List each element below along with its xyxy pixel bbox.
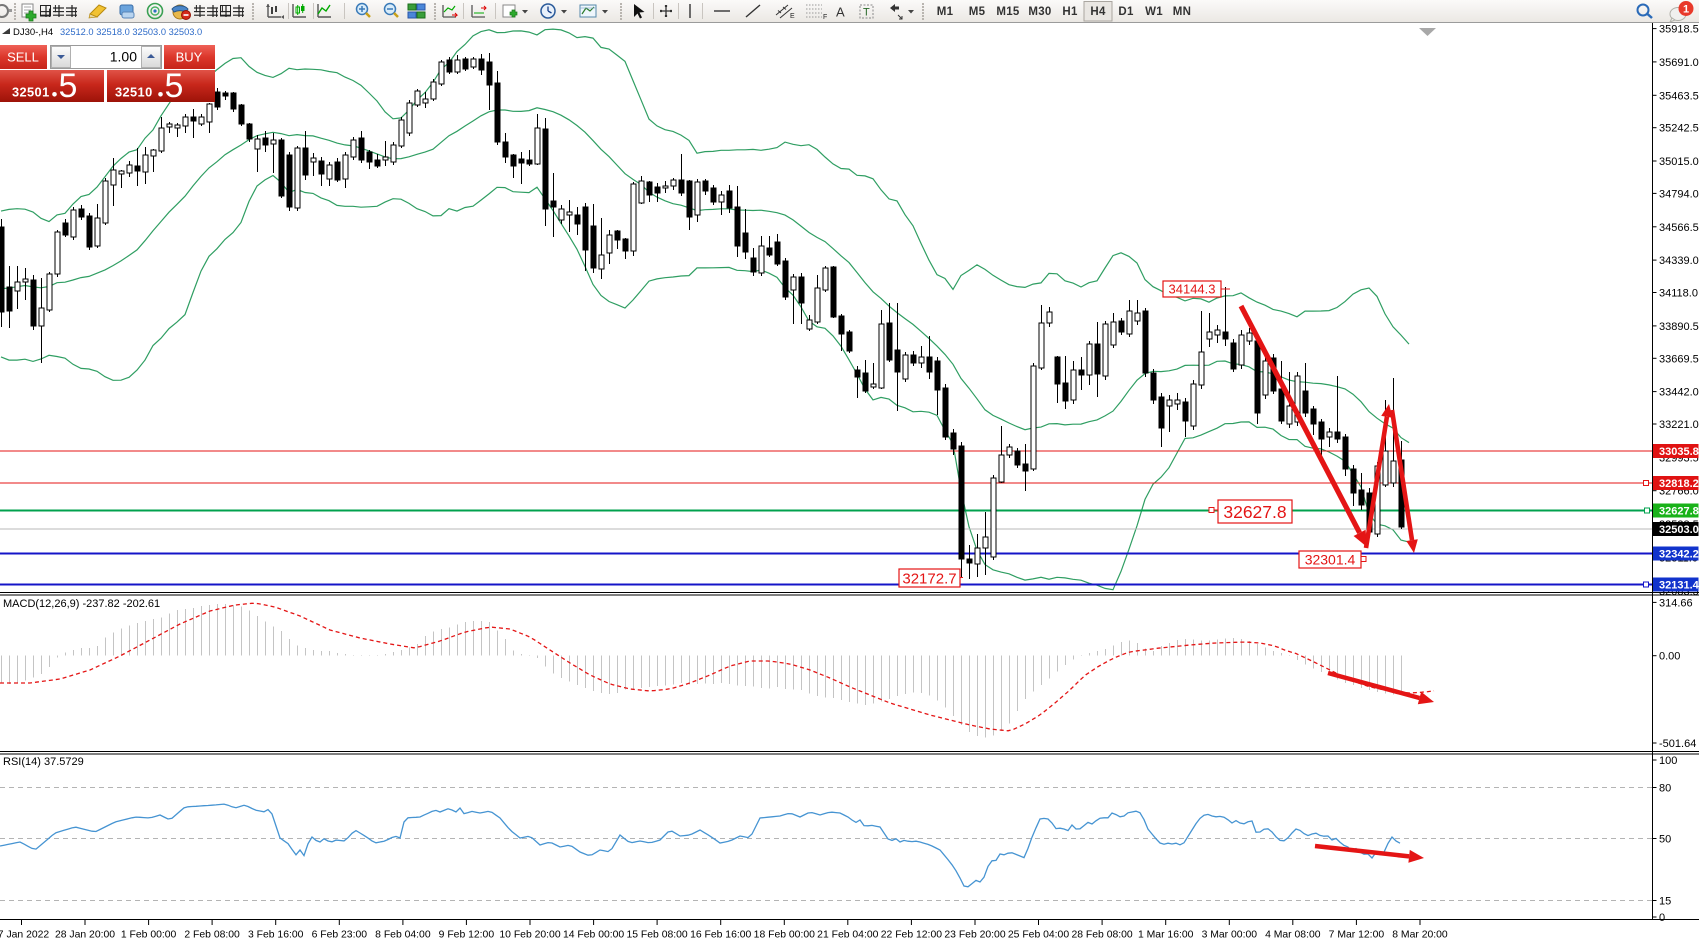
svg-text:34144.3: 34144.3 xyxy=(1169,282,1216,297)
svg-text:3 Feb 16:00: 3 Feb 16:00 xyxy=(248,930,304,941)
svg-text:32131.4: 32131.4 xyxy=(1659,580,1699,592)
svg-text:3 Mar 00:00: 3 Mar 00:00 xyxy=(1202,930,1258,941)
svg-text:2 Feb 08:00: 2 Feb 08:00 xyxy=(184,930,240,941)
svg-text:10 Feb 20:00: 10 Feb 20:00 xyxy=(499,930,560,941)
svg-text:33669.5: 33669.5 xyxy=(1659,353,1699,365)
svg-text:32301.4: 32301.4 xyxy=(1305,552,1356,568)
svg-text:35242.5: 35242.5 xyxy=(1659,123,1699,135)
svg-text:28 Jan 20:00: 28 Jan 20:00 xyxy=(55,930,115,941)
svg-text:W1: W1 xyxy=(1145,6,1163,18)
svg-text:32627.8: 32627.8 xyxy=(1659,506,1699,518)
svg-text:32512.0 32518.0 32503.0 32503.: 32512.0 32518.0 32503.0 32503.0 xyxy=(60,27,202,37)
svg-text:1 Feb 00:00: 1 Feb 00:00 xyxy=(121,930,177,941)
svg-text:0.00: 0.00 xyxy=(1659,651,1680,663)
svg-text:32501: 32501 xyxy=(12,85,50,100)
svg-text:1: 1 xyxy=(1683,4,1689,16)
svg-text:16 Feb 16:00: 16 Feb 16:00 xyxy=(690,930,751,941)
svg-text:34566.5: 34566.5 xyxy=(1659,222,1699,234)
svg-text:35918.5: 35918.5 xyxy=(1659,24,1699,36)
svg-text:80: 80 xyxy=(1659,783,1671,795)
svg-text:50: 50 xyxy=(1659,834,1671,846)
svg-text:T: T xyxy=(863,7,870,19)
svg-text:5: 5 xyxy=(165,67,184,105)
svg-text:32172.7: 32172.7 xyxy=(902,570,956,587)
svg-text:1.00: 1.00 xyxy=(110,49,137,65)
svg-text:21 Feb 04:00: 21 Feb 04:00 xyxy=(817,930,878,941)
svg-text:H4: H4 xyxy=(1090,6,1106,18)
svg-text:14 Feb 00:00: 14 Feb 00:00 xyxy=(563,930,624,941)
svg-text:5: 5 xyxy=(59,67,78,105)
svg-text:23 Feb 20:00: 23 Feb 20:00 xyxy=(944,930,1005,941)
svg-text:35691.0: 35691.0 xyxy=(1659,57,1699,69)
svg-text:33035.8: 33035.8 xyxy=(1659,446,1699,458)
svg-text:8 Feb 04:00: 8 Feb 04:00 xyxy=(375,930,431,941)
svg-text:15 Feb 08:00: 15 Feb 08:00 xyxy=(626,930,687,941)
svg-text:34794.0: 34794.0 xyxy=(1659,188,1699,200)
svg-text:9 Feb 12:00: 9 Feb 12:00 xyxy=(439,930,495,941)
svg-text:32342.2: 32342.2 xyxy=(1659,549,1699,561)
svg-text:RSI(14) 37.5729: RSI(14) 37.5729 xyxy=(3,756,84,768)
svg-text:34339.0: 34339.0 xyxy=(1659,255,1699,267)
svg-text:4 Mar 08:00: 4 Mar 08:00 xyxy=(1265,930,1321,941)
svg-text:6 Feb 23:00: 6 Feb 23:00 xyxy=(312,930,368,941)
svg-text:F: F xyxy=(823,14,827,21)
svg-text:27 Jan 2022: 27 Jan 2022 xyxy=(0,930,49,941)
svg-text:34118.0: 34118.0 xyxy=(1659,288,1698,300)
svg-text:D1: D1 xyxy=(1118,6,1134,18)
svg-text:33890.5: 33890.5 xyxy=(1659,321,1699,333)
svg-text:18 Feb 00:00: 18 Feb 00:00 xyxy=(754,930,815,941)
svg-text:22 Feb 12:00: 22 Feb 12:00 xyxy=(881,930,942,941)
svg-text:M5: M5 xyxy=(969,6,986,18)
svg-text:MACD(12,26,9) -237.82 -202.61: MACD(12,26,9) -237.82 -202.61 xyxy=(3,598,160,610)
svg-text:35015.0: 35015.0 xyxy=(1659,156,1699,168)
svg-text:33442.0: 33442.0 xyxy=(1659,387,1699,399)
svg-text:H1: H1 xyxy=(1062,6,1078,18)
svg-text:DJ30-,H4: DJ30-,H4 xyxy=(13,27,53,38)
svg-text:M15: M15 xyxy=(996,6,1020,18)
svg-text:1 Mar 16:00: 1 Mar 16:00 xyxy=(1138,930,1194,941)
svg-text:35463.5: 35463.5 xyxy=(1659,90,1699,102)
svg-text:25 Feb 04:00: 25 Feb 04:00 xyxy=(1008,930,1069,941)
svg-text:BUY: BUY xyxy=(176,50,203,65)
svg-text:M1: M1 xyxy=(937,6,954,18)
svg-text:7 Mar 12:00: 7 Mar 12:00 xyxy=(1329,930,1385,941)
svg-text:E: E xyxy=(790,13,795,20)
svg-text:32627.8: 32627.8 xyxy=(1223,502,1286,522)
svg-text:0: 0 xyxy=(1659,912,1665,924)
svg-text:MN: MN xyxy=(1173,6,1192,18)
svg-text:M30: M30 xyxy=(1028,6,1051,18)
svg-text:SELL: SELL xyxy=(7,50,39,65)
svg-text:-501.64: -501.64 xyxy=(1659,738,1696,750)
svg-text:32503.0: 32503.0 xyxy=(1659,524,1699,536)
svg-text:A: A xyxy=(836,5,845,20)
svg-text:100: 100 xyxy=(1659,755,1677,767)
svg-text:314.66: 314.66 xyxy=(1659,597,1693,609)
svg-text:28 Feb 08:00: 28 Feb 08:00 xyxy=(1071,930,1132,941)
svg-text:32818.2: 32818.2 xyxy=(1659,478,1699,490)
svg-text:33221.0: 33221.0 xyxy=(1659,419,1699,431)
svg-text:15: 15 xyxy=(1659,896,1671,908)
svg-text:32510: 32510 xyxy=(115,85,153,100)
svg-text:8 Mar 20:00: 8 Mar 20:00 xyxy=(1392,930,1448,941)
